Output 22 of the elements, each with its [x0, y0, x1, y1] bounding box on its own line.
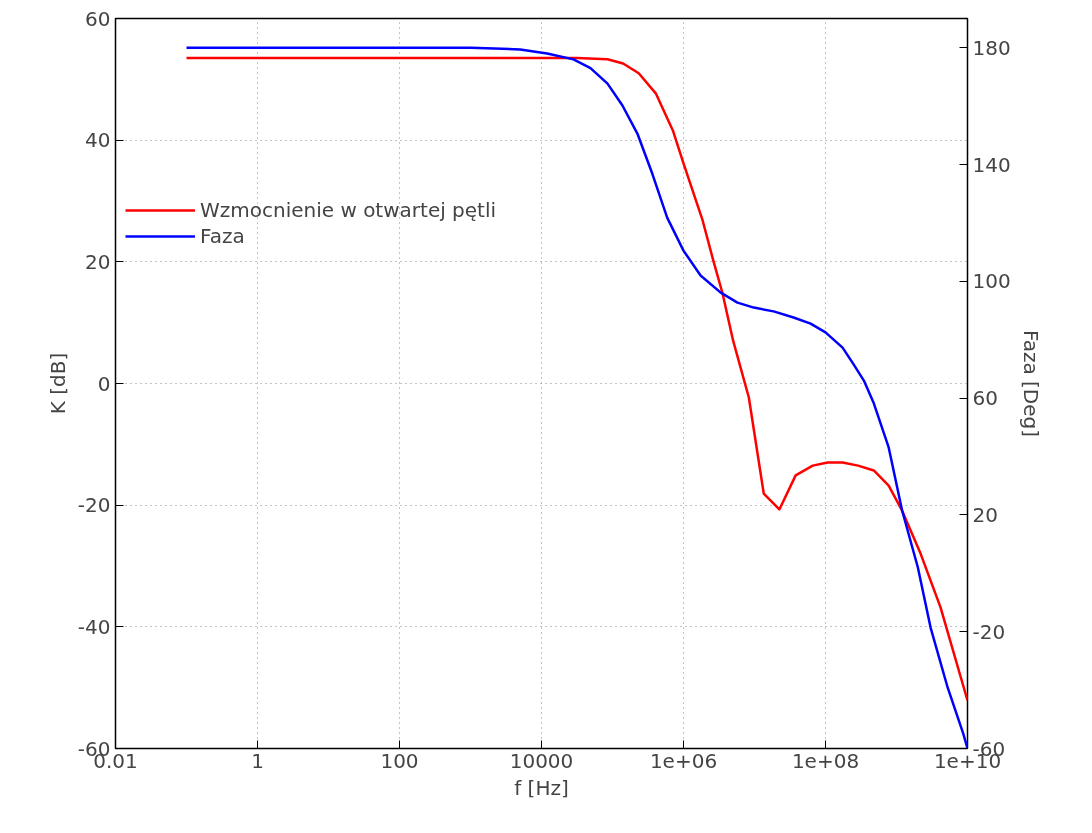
y-tick-label: -40: [77, 614, 111, 639]
y2-tick-label: 20: [972, 502, 998, 527]
legend-label: Faza: [200, 224, 245, 248]
y2-tick-label: 140: [972, 152, 1011, 177]
x-axis-title: f [Hz]: [514, 775, 569, 800]
y-axis-title: K [dB]: [45, 352, 70, 415]
x-tick-label: 100: [380, 748, 419, 773]
x-tick-label: 1: [251, 748, 264, 773]
y-tick-label: 60: [85, 6, 111, 31]
y2-tick-label: -20: [972, 619, 1006, 644]
y-tick-label: 0: [97, 371, 111, 396]
y-tick-label: -20: [77, 493, 111, 518]
y-tick-label: 20: [85, 249, 111, 274]
y2-axis-title: Faza [Deg]: [1018, 329, 1043, 438]
y2-tick-label: 180: [972, 35, 1011, 60]
y-tick-label: 40: [85, 128, 111, 153]
legend-label: Wzmocnienie w otwartej pętli: [200, 198, 497, 222]
y2-tick-label: 60: [972, 386, 998, 411]
y2-tick-label: 100: [972, 269, 1011, 294]
x-tick-label: 1e+06: [649, 748, 718, 773]
x-tick-label: 1e+08: [791, 748, 860, 773]
x-tick-label: 10000: [509, 748, 574, 773]
